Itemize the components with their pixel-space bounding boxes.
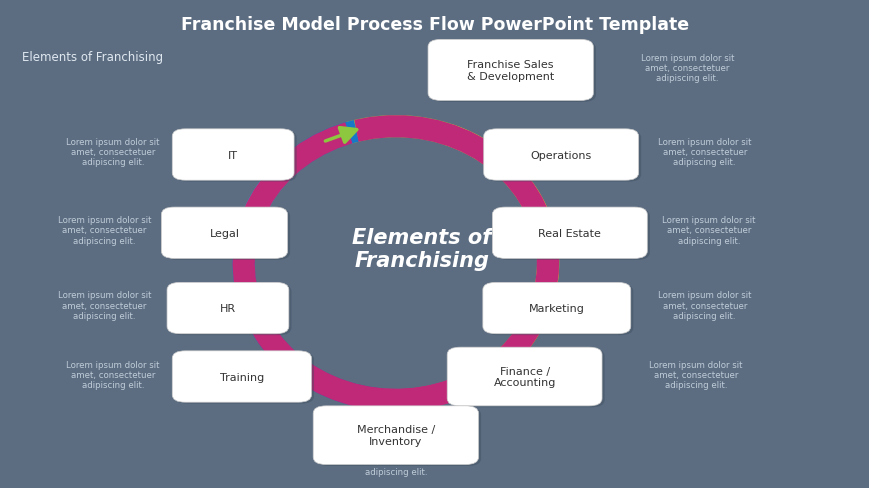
FancyBboxPatch shape — [449, 349, 604, 407]
FancyBboxPatch shape — [167, 283, 289, 334]
FancyBboxPatch shape — [483, 129, 638, 181]
FancyBboxPatch shape — [169, 284, 291, 336]
Text: Franchise Sales
& Development: Franchise Sales & Development — [467, 60, 554, 81]
FancyBboxPatch shape — [172, 129, 294, 181]
FancyBboxPatch shape — [315, 407, 481, 466]
Text: Lorem ipsum dolor sit
amet, consectetuer
adipiscing elit.: Lorem ipsum dolor sit amet, consectetuer… — [57, 291, 151, 320]
FancyBboxPatch shape — [175, 352, 314, 404]
Text: Lorem ipsum dolor sit
amet, consectetuer
adipiscing elit.: Lorem ipsum dolor sit amet, consectetuer… — [657, 291, 751, 320]
FancyBboxPatch shape — [447, 347, 601, 406]
FancyBboxPatch shape — [494, 209, 649, 261]
Text: Franchise Model Process Flow PowerPoint Template: Franchise Model Process Flow PowerPoint … — [181, 16, 688, 34]
Text: Lorem ipsum dolor sit
amet, consectetuer
adipiscing elit.: Lorem ipsum dolor sit amet, consectetuer… — [640, 54, 733, 83]
FancyBboxPatch shape — [428, 41, 593, 102]
Text: Lorem ipsum dolor sit
amet, consectetuer
adipiscing elit.: Lorem ipsum dolor sit amet, consectetuer… — [57, 216, 151, 245]
Text: Training: Training — [220, 372, 263, 382]
Text: Finance /
Accounting: Finance / Accounting — [493, 366, 555, 387]
Text: Legal: Legal — [209, 228, 239, 238]
Text: Lorem ipsum dolor sit
amet, consectetuer
adipiscing elit.: Lorem ipsum dolor sit amet, consectetuer… — [648, 360, 742, 389]
FancyBboxPatch shape — [485, 284, 633, 336]
Text: Lorem ipsum dolor sit
amet, consectetuer
adipiscing elit.: Lorem ipsum dolor sit amet, consectetuer… — [66, 360, 160, 389]
FancyBboxPatch shape — [492, 208, 647, 259]
Text: Real Estate: Real Estate — [538, 228, 600, 238]
Text: HR: HR — [220, 304, 235, 313]
Text: Lorem ipsum dolor sit
amet, consectetuer
adipiscing elit.: Lorem ipsum dolor sit amet, consectetuer… — [348, 446, 442, 476]
Text: Operations: Operations — [530, 150, 591, 160]
FancyBboxPatch shape — [163, 209, 290, 261]
FancyBboxPatch shape — [486, 131, 640, 182]
FancyBboxPatch shape — [313, 406, 478, 465]
Text: Elements of Franchising: Elements of Franchising — [22, 51, 163, 64]
Text: Elements of
Franchising: Elements of Franchising — [352, 227, 491, 270]
FancyBboxPatch shape — [162, 208, 287, 259]
FancyBboxPatch shape — [175, 131, 296, 182]
FancyBboxPatch shape — [172, 351, 311, 402]
Text: Merchandise /
Inventory: Merchandise / Inventory — [356, 425, 434, 446]
Text: Marketing: Marketing — [528, 304, 584, 313]
FancyBboxPatch shape — [430, 42, 595, 103]
FancyBboxPatch shape — [482, 283, 630, 334]
Text: Lorem ipsum dolor sit
amet, consectetuer
adipiscing elit.: Lorem ipsum dolor sit amet, consectetuer… — [661, 216, 755, 245]
Text: IT: IT — [228, 150, 238, 160]
Text: Lorem ipsum dolor sit
amet, consectetuer
adipiscing elit.: Lorem ipsum dolor sit amet, consectetuer… — [66, 138, 160, 167]
Text: Lorem ipsum dolor sit
amet, consectetuer
adipiscing elit.: Lorem ipsum dolor sit amet, consectetuer… — [657, 138, 751, 167]
